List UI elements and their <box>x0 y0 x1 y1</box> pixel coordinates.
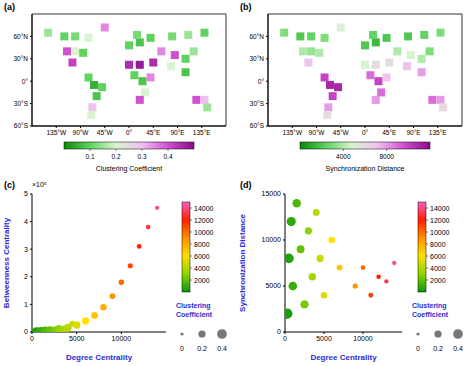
svg-text:0: 0 <box>283 335 287 342</box>
svg-text:0: 0 <box>30 335 34 342</box>
svg-text:10000: 10000 <box>430 229 450 236</box>
svg-text:5000: 5000 <box>69 335 85 342</box>
svg-text:0: 0 <box>277 328 281 335</box>
svg-text:Degree Centrality: Degree Centrality <box>66 353 133 362</box>
svg-text:10000: 10000 <box>262 236 282 243</box>
html-text:(d): (d) <box>240 180 252 190</box>
svg-text:10000: 10000 <box>112 335 132 342</box>
svg-text:90°E: 90°E <box>406 129 421 136</box>
svg-text:8000: 8000 <box>430 241 446 248</box>
svg-text:135°W: 135°W <box>282 129 302 136</box>
svg-text:0.2: 0.2 <box>111 153 120 160</box>
svg-text:30°N: 30°N <box>13 55 28 62</box>
svg-text:Synchronization Distance: Synchronization Distance <box>238 214 247 312</box>
svg-text:45°E: 45°E <box>382 129 397 136</box>
svg-text:Clustering Coefficient: Clustering Coefficient <box>96 165 162 173</box>
html-text:(b): (b) <box>240 2 252 12</box>
svg-text:6000: 6000 <box>194 253 210 260</box>
svg-text:2000: 2000 <box>430 277 446 284</box>
svg-text:45°W: 45°W <box>333 129 350 136</box>
svg-text:4: 4 <box>24 218 28 225</box>
svg-text:4000: 4000 <box>194 265 210 272</box>
svg-text:30°S: 30°S <box>250 100 265 107</box>
svg-text:90°W: 90°W <box>73 129 90 136</box>
svg-text:Betweenness Centrality: Betweenness Centrality <box>2 217 11 308</box>
svg-text:5: 5 <box>24 190 28 197</box>
svg-text:14000: 14000 <box>194 205 214 212</box>
svg-text:5000: 5000 <box>265 282 281 289</box>
svg-text:60°S: 60°S <box>14 122 29 129</box>
svg-text:0.4: 0.4 <box>453 345 463 352</box>
svg-text:0.4: 0.4 <box>163 153 172 160</box>
svg-text:45°W: 45°W <box>97 129 114 136</box>
svg-text:Degree Centrality: Degree Centrality <box>310 353 377 362</box>
svg-text:15000: 15000 <box>262 190 282 197</box>
html-text:×10⁵: ×10⁵ <box>32 181 47 188</box>
svg-text:30°N: 30°N <box>249 55 264 62</box>
svg-text:10000: 10000 <box>194 229 214 236</box>
svg-text:135°E: 135°E <box>193 129 211 136</box>
svg-text:8000: 8000 <box>194 241 210 248</box>
svg-text:0.4: 0.4 <box>217 345 227 352</box>
svg-text:0.3: 0.3 <box>137 153 146 160</box>
svg-text:1: 1 <box>24 301 28 308</box>
svg-text:Coefficient: Coefficient <box>176 311 213 318</box>
svg-text:4000: 4000 <box>336 153 351 160</box>
svg-text:Coefficient: Coefficient <box>412 311 449 318</box>
svg-text:4000: 4000 <box>430 265 446 272</box>
svg-text:0°: 0° <box>258 78 265 85</box>
svg-text:0.2: 0.2 <box>433 345 443 352</box>
svg-text:3: 3 <box>24 246 28 253</box>
svg-text:60°S: 60°S <box>250 122 265 129</box>
svg-text:0.2: 0.2 <box>197 345 207 352</box>
svg-text:Clustering: Clustering <box>176 302 211 310</box>
svg-text:6000: 6000 <box>430 253 446 260</box>
svg-text:5000: 5000 <box>316 335 332 342</box>
svg-text:0°: 0° <box>362 129 369 136</box>
svg-text:60°N: 60°N <box>249 33 264 40</box>
svg-text:90°E: 90°E <box>170 129 185 136</box>
svg-text:0: 0 <box>416 345 420 352</box>
svg-text:14000: 14000 <box>430 205 450 212</box>
svg-text:0.1: 0.1 <box>85 153 94 160</box>
svg-text:90°W: 90°W <box>309 129 326 136</box>
svg-text:12000: 12000 <box>194 217 214 224</box>
svg-text:30°S: 30°S <box>14 100 29 107</box>
svg-text:0°: 0° <box>22 78 29 85</box>
svg-text:60°N: 60°N <box>13 33 28 40</box>
svg-text:Synchronization Distance: Synchronization Distance <box>326 165 405 173</box>
svg-text:0: 0 <box>180 345 184 352</box>
svg-text:2000: 2000 <box>194 277 210 284</box>
svg-text:0°: 0° <box>126 129 133 136</box>
svg-text:10000: 10000 <box>353 335 373 342</box>
svg-text:135°E: 135°E <box>429 129 447 136</box>
svg-text:45°E: 45°E <box>146 129 161 136</box>
svg-text:Clustering: Clustering <box>412 302 447 310</box>
svg-text:135°W: 135°W <box>46 129 66 136</box>
html-text:(a): (a) <box>4 2 15 12</box>
svg-text:0: 0 <box>24 328 28 335</box>
svg-text:8000: 8000 <box>379 153 394 160</box>
html-text:(c): (c) <box>4 180 15 190</box>
svg-text:2: 2 <box>24 273 28 280</box>
svg-text:12000: 12000 <box>430 217 450 224</box>
